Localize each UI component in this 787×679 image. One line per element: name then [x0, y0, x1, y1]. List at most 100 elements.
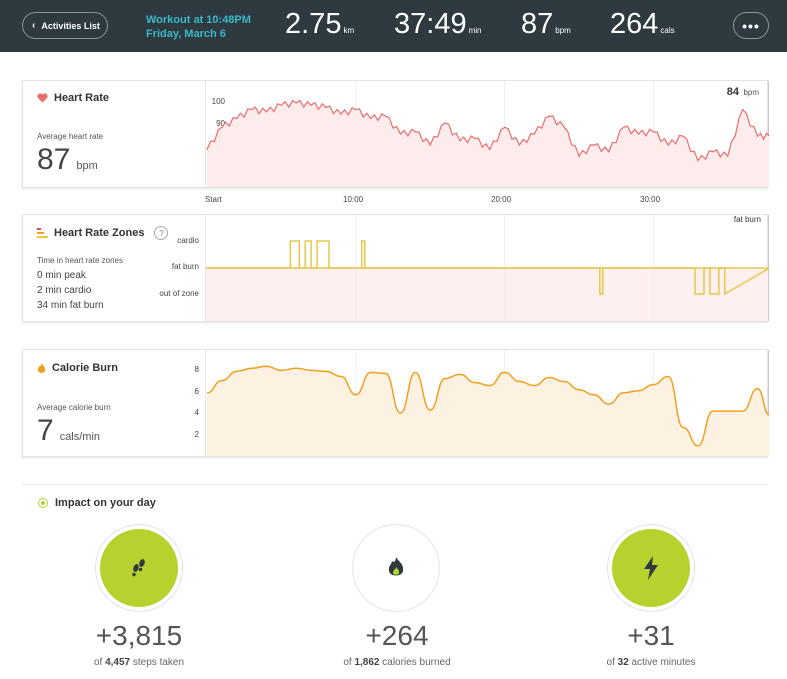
heart-rate-point: [652, 131, 654, 133]
heart-rate-point: [295, 102, 297, 104]
heart-rate-point: [637, 133, 640, 135]
active-minutes-delta: +31: [627, 620, 675, 651]
heart-rate-point: [206, 148, 208, 151]
heart-rate-summary: Heart Rate Average heart rate 87 bpm 100 …: [23, 81, 225, 187]
chevron-left-icon: ‹: [32, 19, 36, 31]
calorie-line: [206, 365, 769, 447]
steps-circle-fill: [100, 529, 178, 607]
calories-value: 264: [610, 8, 659, 40]
active-minutes-caption: of 32 active minutes: [551, 657, 751, 668]
heart-icon: [37, 93, 48, 103]
heart-rate-point: [459, 140, 461, 142]
active-minutes-circle: [607, 524, 695, 612]
activities-list-button[interactable]: ‹ Activities List: [22, 12, 108, 39]
duration-stat: 37:49 min: [394, 8, 481, 41]
impact-title: Impact on your day: [38, 497, 156, 509]
heart-rate-point: [444, 122, 446, 124]
steps-circle: [95, 524, 183, 612]
active-total: 32: [617, 657, 629, 668]
steps-delta: +3,815: [95, 620, 183, 651]
avg-heart-rate-unit: bpm: [76, 160, 98, 172]
zone-label-cardio: cardio: [177, 236, 199, 245]
avg-heart-rate: 87 bpm: [37, 143, 98, 177]
heart-rate-point: [593, 144, 595, 146]
avg-calorie: 7 cals/min: [37, 414, 100, 448]
zone-breakdown: Time in heart rate zones 0 min peak 2 mi…: [37, 255, 123, 313]
heart-rate-point: [370, 117, 372, 120]
zone-fat-burn: 34 min fat burn: [37, 300, 104, 311]
hr-ytick: 100: [211, 97, 225, 106]
flame-icon: [37, 362, 46, 373]
workout-date: Friday, March 6: [146, 28, 226, 40]
calorie-title: Calorie Burn: [37, 362, 118, 374]
heart-rate-point: [712, 151, 714, 153]
calories-delta: +264: [365, 620, 429, 651]
calories-circle: [352, 524, 440, 612]
calorie-area: [207, 366, 769, 456]
heart-rate-point: [221, 126, 223, 128]
zones-icon: [37, 228, 48, 238]
active-minutes-circle-fill: [612, 529, 690, 607]
current-heart-rate-unit: bpm: [743, 88, 759, 97]
heart-value: 87: [521, 8, 554, 40]
hr-xtick-10: 10:00: [343, 195, 364, 204]
heart-rate-title-text: Heart Rate: [54, 92, 110, 104]
steps-caption-pre: of: [93, 657, 106, 668]
help-icon[interactable]: ?: [154, 226, 169, 240]
heart-rate-point: [429, 144, 431, 146]
calorie-summary: Calorie Burn Average calorie burn 7 cals/…: [23, 350, 205, 456]
heart-rate-point: [697, 160, 699, 162]
current-heart-rate-value: 84: [726, 86, 739, 98]
heart-rate-point: [489, 148, 491, 151]
steps-total: 4,457: [105, 657, 131, 668]
target-icon: [38, 498, 48, 508]
hr-xtick-20: 20:00: [491, 195, 512, 204]
hr-ytick: 90: [216, 119, 225, 128]
avg-calorie-unit: cals/min: [59, 431, 101, 443]
zones-line: [207, 240, 769, 296]
heart-rate-point: [474, 137, 476, 140]
avg-calorie-value: 7: [37, 414, 54, 447]
heart-rate-point: [280, 104, 282, 106]
heart-rate-title: Heart Rate: [37, 92, 109, 104]
zones-title: Heart Rate Zones ?: [37, 226, 169, 240]
workout-title: Workout at 10:48PM Friday, March 6: [146, 13, 251, 41]
heart-rate-point: [251, 109, 253, 111]
cal-ytick: 8: [194, 365, 199, 374]
calorie-plot: [205, 350, 769, 456]
heart-stat: 87 bpm: [521, 8, 571, 41]
current-heart-rate: 84 bpm: [727, 82, 759, 100]
calories-stat: 264 cals: [610, 8, 675, 41]
steps-caption-post: steps taken: [130, 657, 185, 668]
zone-breakdown-header: Time in heart rate zones: [37, 256, 123, 265]
calorie-title-text: Calorie Burn: [52, 362, 119, 374]
zone-label-fat-burn: fat burn: [171, 262, 199, 271]
heart-rate-point: [727, 155, 729, 157]
footsteps-icon: [132, 559, 145, 577]
duration-value: 37:49: [394, 8, 467, 40]
section-divider: [22, 484, 768, 485]
heart-rate-plot: 84 bpm: [205, 81, 769, 187]
workout-header: ‹ Activities List Workout at 10:48PM Fri…: [0, 0, 787, 52]
heart-rate-point: [414, 131, 416, 133]
distance-stat: 2.75 km: [285, 8, 354, 41]
steps-caption: of 4,457 steps taken: [39, 657, 239, 668]
more-icon: •••: [742, 17, 760, 34]
cal-ytick: 6: [194, 387, 199, 396]
avg-heart-rate-label: Average heart rate: [37, 132, 104, 141]
zone-peak: 0 min peak: [37, 270, 86, 281]
heart-rate-chart: [206, 81, 769, 187]
heart-rate-point: [533, 133, 535, 135]
calorie-chart: [206, 350, 769, 456]
hr-xtick-30: 30:00: [640, 195, 661, 204]
calories-caption: of 1,862 calories burned: [297, 657, 497, 668]
more-options-button[interactable]: •••: [733, 12, 769, 39]
cal-ytick: 4: [194, 408, 199, 417]
duration-unit: min: [468, 26, 482, 35]
workout-time: Workout at 10:48PM: [146, 14, 251, 26]
heart-rate-point: [504, 126, 506, 128]
avg-calorie-label: Average calorie burn: [37, 403, 111, 412]
heart-unit: bpm: [555, 26, 571, 35]
heart-rate-point: [265, 111, 268, 113]
heart-rate-point: [756, 135, 759, 137]
